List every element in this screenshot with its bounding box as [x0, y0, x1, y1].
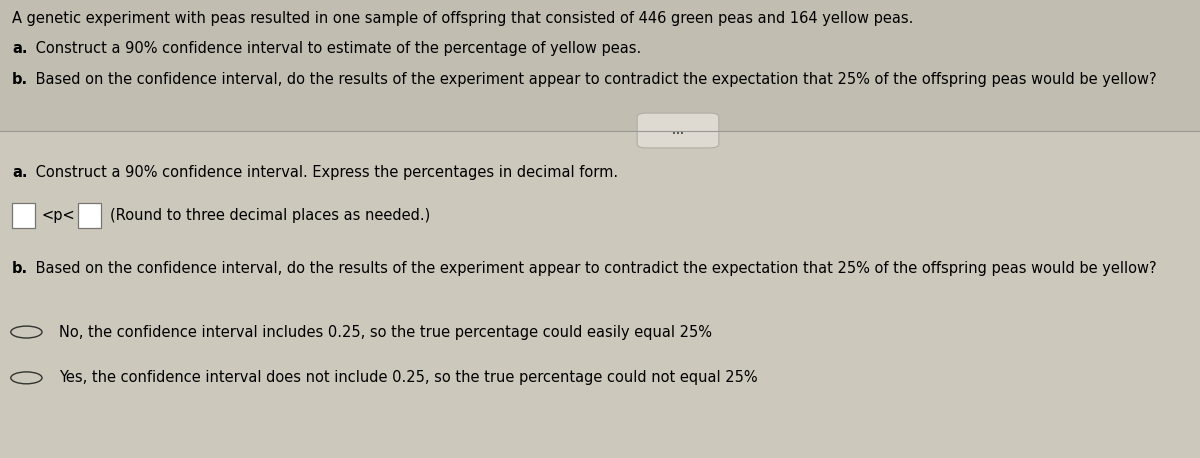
Text: a.: a. — [12, 165, 28, 180]
Text: b.: b. — [12, 72, 28, 87]
Text: Based on the confidence interval, do the results of the experiment appear to con: Based on the confidence interval, do the… — [31, 261, 1157, 276]
FancyBboxPatch shape — [78, 202, 101, 228]
FancyBboxPatch shape — [0, 0, 1200, 131]
FancyBboxPatch shape — [637, 113, 719, 148]
Text: Based on the confidence interval, do the results of the experiment appear to con: Based on the confidence interval, do the… — [31, 72, 1157, 87]
Text: Yes, the confidence interval does not include 0.25, so the true percentage could: Yes, the confidence interval does not in… — [59, 371, 757, 385]
Text: (Round to three decimal places as needed.): (Round to three decimal places as needed… — [110, 208, 431, 223]
Text: b.: b. — [12, 261, 28, 276]
Text: ...: ... — [672, 125, 684, 136]
Text: No, the confidence interval includes 0.25, so the true percentage could easily e: No, the confidence interval includes 0.2… — [59, 325, 712, 339]
Text: a.: a. — [12, 41, 28, 56]
Text: Construct a 90% confidence interval to estimate of the percentage of yellow peas: Construct a 90% confidence interval to e… — [31, 41, 642, 56]
Text: Construct a 90% confidence interval. Express the percentages in decimal form.: Construct a 90% confidence interval. Exp… — [31, 165, 618, 180]
Text: A genetic experiment with peas resulted in one sample of offspring that consiste: A genetic experiment with peas resulted … — [12, 11, 913, 27]
Text: <p<: <p< — [42, 208, 76, 223]
FancyBboxPatch shape — [12, 202, 35, 228]
